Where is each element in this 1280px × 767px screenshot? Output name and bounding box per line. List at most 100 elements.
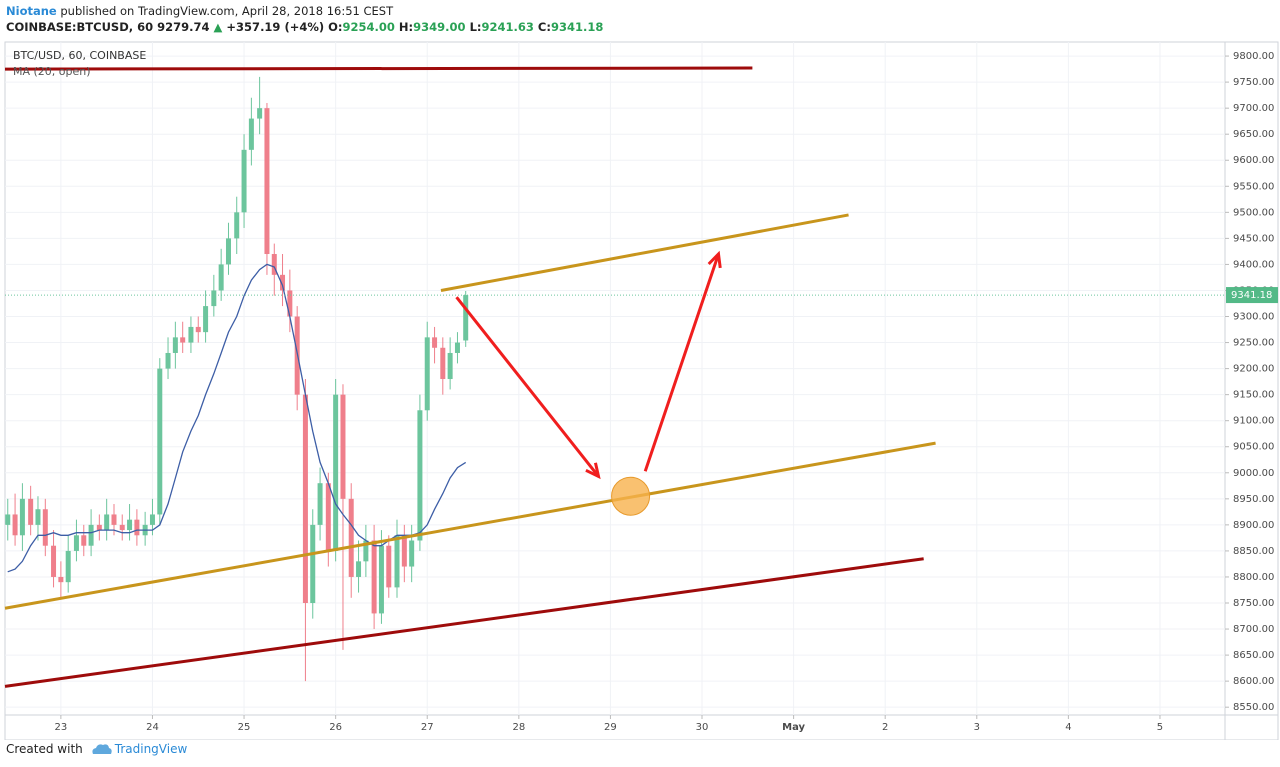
candle-body xyxy=(241,149,247,213)
candle-body xyxy=(234,212,240,239)
x-tick-label: 5 xyxy=(1157,722,1163,733)
candle-body xyxy=(363,540,369,562)
candle-body xyxy=(424,337,430,411)
candle-body xyxy=(333,394,339,551)
x-tick-label: 28 xyxy=(512,722,525,733)
candle-body xyxy=(104,514,110,531)
candle-body xyxy=(119,524,125,531)
candle-body xyxy=(188,326,194,343)
candle-body xyxy=(149,514,155,525)
arrow-head xyxy=(707,250,722,269)
symbol-line: COINBASE:BTCUSD, 60 9279.74 ▲ +357.19 (+… xyxy=(6,20,603,34)
x-tick-label: 24 xyxy=(146,722,159,733)
candle-body xyxy=(348,498,354,577)
last-price-box xyxy=(1226,287,1278,304)
y-tick-label: 9300.00 xyxy=(1233,312,1274,323)
y-tick-label: 9150.00 xyxy=(1233,390,1274,401)
trend-line xyxy=(4,557,924,688)
candle-body xyxy=(218,264,224,291)
y-tick-label: 8600.00 xyxy=(1233,676,1274,687)
candle-body xyxy=(19,498,25,536)
x-tick-label: 30 xyxy=(696,722,709,733)
footer: Created with TradingView xyxy=(6,742,187,756)
candle-body xyxy=(264,108,270,255)
candle-body xyxy=(371,540,377,614)
candle-body xyxy=(195,326,201,333)
candle-body xyxy=(454,342,460,353)
y-tick-label: 8750.00 xyxy=(1233,598,1274,609)
x-tick-label: May xyxy=(782,722,805,733)
candle-body xyxy=(28,498,34,525)
candle-body xyxy=(211,290,217,307)
publish-line: Niotane published on TradingView.com, Ap… xyxy=(6,4,393,18)
y-tick-label: 9250.00 xyxy=(1233,338,1274,349)
candle-body xyxy=(325,483,331,551)
candle-body xyxy=(73,535,79,551)
x-tick-label: 4 xyxy=(1065,722,1071,733)
candle-body xyxy=(51,545,57,577)
candle-body xyxy=(417,410,423,541)
created-with: Created with xyxy=(6,742,83,756)
candle-body xyxy=(5,514,11,525)
logo xyxy=(92,744,112,754)
y-tick-label: 9000.00 xyxy=(1233,468,1274,479)
candle-body xyxy=(225,238,231,265)
candle-body xyxy=(42,509,48,546)
ohlc-value: 9254.00 xyxy=(342,20,395,34)
candle-body xyxy=(172,337,178,353)
author: Niotane xyxy=(6,4,57,18)
ohlc-key: C: xyxy=(537,20,551,34)
candle-body xyxy=(65,550,71,583)
candle-body xyxy=(409,540,415,567)
candle-body xyxy=(356,561,362,577)
ohlc-key: L: xyxy=(469,20,482,34)
x-tick-label: 26 xyxy=(329,722,342,733)
candle-body xyxy=(317,483,323,525)
candle-body xyxy=(271,254,277,275)
candle-body xyxy=(340,394,346,499)
candle-body xyxy=(180,337,186,343)
candle-body xyxy=(88,524,94,546)
arrow-head xyxy=(585,462,601,480)
price: 9279.74 xyxy=(157,20,210,34)
candle-body xyxy=(401,535,407,567)
symbol: COINBASE:BTCUSD, 60 xyxy=(6,20,154,34)
candle-body xyxy=(280,274,286,291)
candle-body xyxy=(12,514,18,536)
y-tick-label: 8900.00 xyxy=(1233,520,1274,531)
ohlc-key: O: xyxy=(328,20,343,34)
candle-body xyxy=(432,337,438,348)
candle-body xyxy=(257,108,263,119)
trend-line xyxy=(440,213,849,292)
y-tick-label: 9500.00 xyxy=(1233,207,1274,218)
candle-body xyxy=(157,368,163,515)
y-tick-label: 8650.00 xyxy=(1233,650,1274,661)
chart-title: BTC/USD, 60, COINBASE xyxy=(13,49,146,62)
candle-body xyxy=(394,535,400,588)
x-tick-label: 29 xyxy=(604,722,617,733)
y-tick-label: 9800.00 xyxy=(1233,51,1274,62)
y-tick-label: 9750.00 xyxy=(1233,77,1274,88)
arrow xyxy=(455,296,600,478)
y-tick-label: 9550.00 xyxy=(1233,181,1274,192)
candle-body xyxy=(58,576,64,583)
trend-line xyxy=(4,66,753,71)
candle-body xyxy=(302,394,308,604)
candle-body xyxy=(378,545,384,614)
candle-body xyxy=(287,290,293,317)
candle-body xyxy=(440,347,446,380)
candle-body xyxy=(248,118,254,150)
chart-frame xyxy=(4,41,1279,740)
ohlc: O:9254.00 H:9349.00 L:9241.63 C:9341.18 xyxy=(328,20,603,34)
ohlc-value: 9349.00 xyxy=(413,20,466,34)
candle-body xyxy=(127,519,133,531)
last-price-label: 9341.18 xyxy=(1231,290,1272,301)
y-tick-label: 9400.00 xyxy=(1233,259,1274,270)
change: +357.19 (+4%) xyxy=(226,20,325,34)
y-tick-label: 8950.00 xyxy=(1233,494,1274,505)
candle-body xyxy=(96,524,102,531)
y-tick-label: 9200.00 xyxy=(1233,364,1274,375)
grid xyxy=(5,42,1225,715)
y-tick-label: 9450.00 xyxy=(1233,233,1274,244)
